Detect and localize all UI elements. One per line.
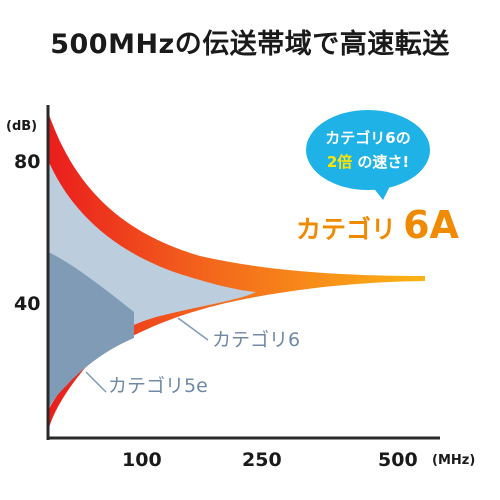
x-axis-unit: (MHz) [432, 453, 475, 468]
y-tick-label: 80 [14, 151, 40, 173]
series-leader-cat5e [85, 371, 107, 393]
series-leader-cat6 [177, 317, 209, 341]
series-label-cat6a-suffix: 6A [403, 203, 459, 247]
callout-highlight: 2倍 [327, 153, 352, 171]
series-label-cat6: カテゴリ6 [212, 329, 300, 351]
x-tick-label: 500 [378, 449, 418, 471]
y-tick-label: 40 [14, 293, 40, 315]
series-label-cat5e: カテゴリ5e [108, 375, 208, 397]
callout-bubble: カテゴリ6の 2倍 の速さ! [306, 110, 430, 200]
page-title: 500MHzの伝送帯域で高速転送 [50, 29, 450, 60]
series-area-cat6a [48, 112, 425, 432]
callout-rest: の速さ! [357, 153, 409, 171]
x-tick-label: 100 [122, 449, 162, 471]
series-area-cat5e [48, 252, 134, 410]
callout-line1: カテゴリ6の [325, 129, 410, 147]
series-area-cat6 [48, 160, 256, 412]
x-tick-label: 250 [242, 449, 282, 471]
y-axis-unit: (dB) [6, 119, 37, 134]
callout-line2: 2倍 の速さ! [327, 152, 409, 171]
series-label-cat6a: カテゴリ 6A [296, 203, 460, 247]
series-label-cat6a-prefix: カテゴリ [296, 215, 396, 244]
